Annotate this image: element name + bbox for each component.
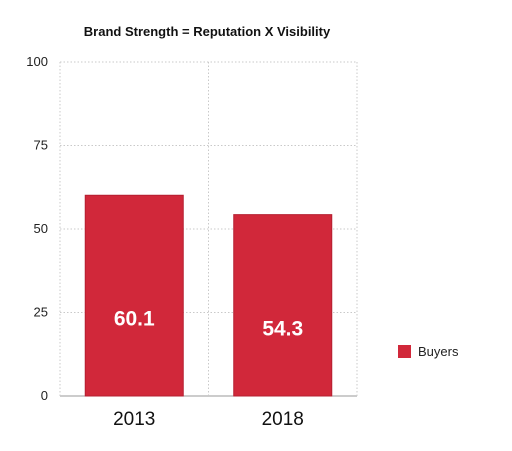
y-axis-ticks: 0 25 50 75 100: [26, 54, 48, 403]
y-tick-label: 0: [41, 388, 48, 403]
bar: [84, 194, 184, 397]
y-tick-label: 50: [34, 221, 48, 236]
y-tick-label: 100: [26, 54, 48, 69]
legend-swatch: [398, 345, 411, 358]
y-tick-label: 25: [34, 305, 48, 320]
chart-title: Brand Strength = Reputation X Visibility: [84, 24, 331, 39]
legend: Buyers: [398, 344, 459, 359]
data-labels: 60.1 54.3: [114, 308, 303, 341]
x-tick-label: 2018: [262, 409, 304, 430]
bars: [84, 194, 333, 397]
bar: [233, 214, 333, 397]
x-axis-ticks: 2013 2018: [113, 409, 304, 430]
x-tick-label: 2013: [113, 409, 155, 430]
bar-value-label: 60.1: [114, 308, 155, 331]
y-tick-label: 75: [34, 138, 48, 153]
legend-label: Buyers: [418, 344, 459, 359]
bar-value-label: 54.3: [262, 317, 303, 340]
